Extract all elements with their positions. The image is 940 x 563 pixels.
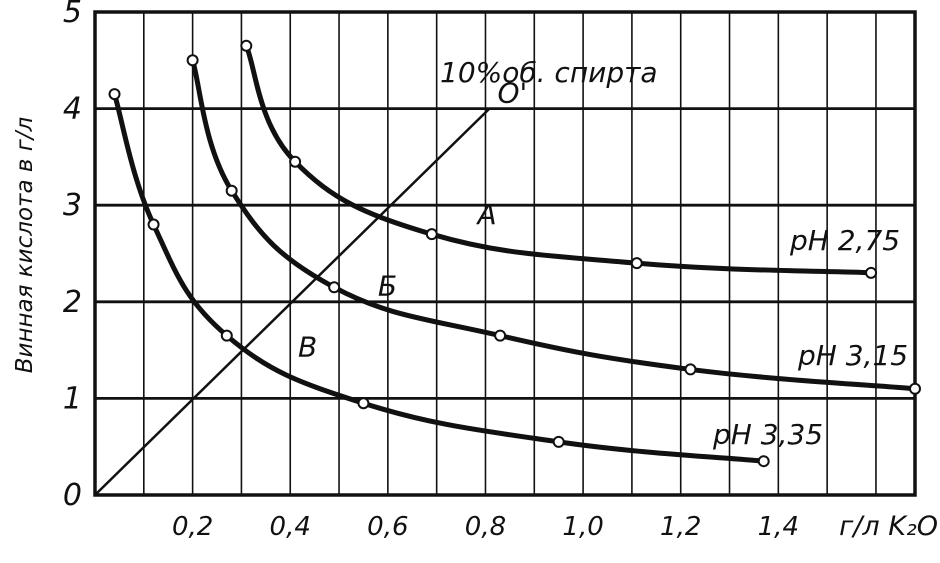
axes: 0 1 2 3 4 5 0,2 0,4 0,6 0,8 1,0 1,2 1,4 г/л K₂O Винная… (12, 0, 938, 542)
y-axis-label: Винная кислота в г/л (12, 116, 38, 373)
data-point (757, 455, 770, 468)
series-label: pH 3,15 (797, 339, 908, 372)
x-tick-label: 0,4 (270, 512, 311, 542)
x-tick-label: 0,2 (172, 512, 213, 542)
y-tick-label: 3 (63, 188, 82, 223)
series-label: pH 3,35 (712, 418, 823, 451)
data-point (240, 39, 253, 52)
x-tick-label: 1,4 (758, 512, 799, 542)
data-point (220, 329, 233, 342)
x-tick-label: 0,6 (367, 512, 408, 542)
series-line (243, 43, 874, 276)
x-axis-label: г/л K₂O (839, 511, 938, 542)
series-group (94, 39, 921, 496)
x-tick-label: 1,0 (562, 512, 603, 542)
data-point (289, 155, 302, 168)
data-point (147, 218, 160, 231)
data-point (494, 329, 507, 342)
labels-group: O' pH 2,75 pH 3,15 pH 3,35 А Б В (298, 77, 908, 451)
series-label: pH 2,75 (789, 224, 900, 257)
data-point (552, 435, 565, 448)
point-annotation: Б (378, 269, 397, 302)
reference-line (94, 107, 491, 496)
data-point (108, 88, 121, 101)
data-point (186, 54, 199, 67)
data-point (357, 397, 370, 410)
y-tick-label: 0 (63, 478, 82, 513)
point-annotation: В (298, 330, 317, 363)
data-point (225, 184, 238, 197)
y-tick-label: 4 (63, 92, 82, 127)
y-tick-label: 1 (63, 381, 82, 416)
data-point (630, 257, 643, 270)
y-tick-label: 5 (63, 0, 82, 30)
data-point (909, 382, 921, 395)
data-point (684, 363, 697, 376)
data-point (425, 228, 438, 241)
point-annotation: А (475, 198, 496, 231)
reference-line-label: O' (497, 77, 527, 110)
data-point (328, 281, 341, 294)
y-tick-label: 2 (63, 285, 82, 320)
plot-frame (93, 10, 917, 497)
chart-title: 10%об. спирта (440, 56, 658, 89)
data-point (865, 266, 878, 279)
title-group: 10%об. спирта (440, 56, 658, 89)
x-tick-label: 0,8 (465, 512, 506, 542)
x-tick-label: 1,2 (660, 512, 701, 542)
